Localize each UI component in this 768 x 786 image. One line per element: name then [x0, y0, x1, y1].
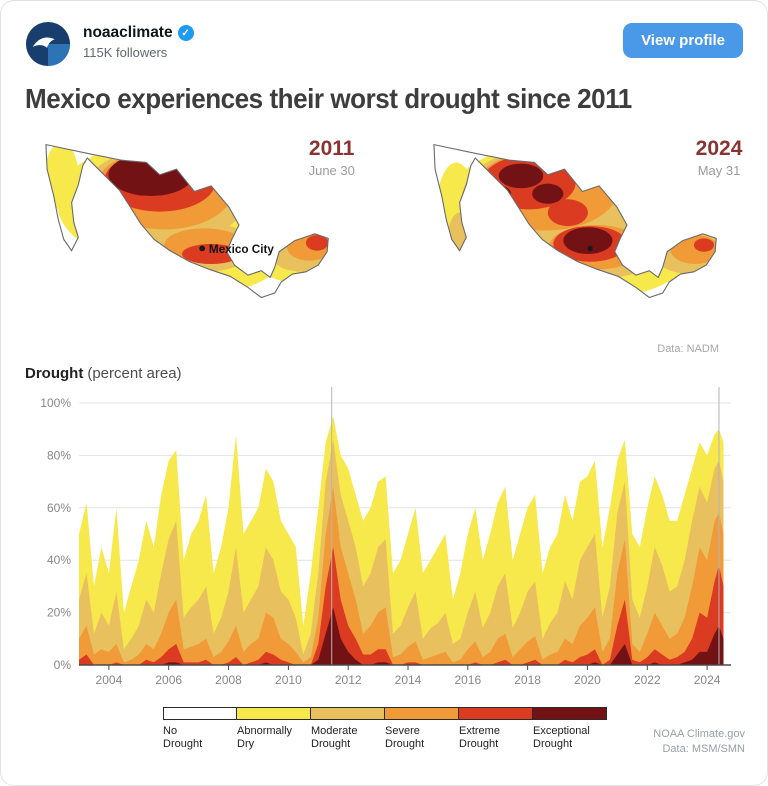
- maps-row: Mexico City: [25, 129, 745, 341]
- mexico-map-2011: Mexico City: [45, 143, 329, 299]
- legend-row: No Drought Abnormally Dry Moderate Droug…: [25, 707, 745, 755]
- legend-item-extreme-drought: Extreme Drought: [458, 707, 533, 751]
- legend-swatch: [532, 707, 607, 720]
- noaa-logo-avatar[interactable]: [25, 21, 71, 67]
- map-date-label-2011: 2011 June 30: [309, 137, 355, 178]
- drought-infographic: Mexico experiences their worst drought s…: [25, 81, 745, 755]
- svg-text:60%: 60%: [47, 501, 71, 515]
- mexico-city-dot: [587, 245, 593, 252]
- map-date-2024: May 31: [697, 163, 741, 178]
- mexico-city-dot: [199, 245, 206, 252]
- drought-percent-area-chart: 0% 20% 40% 60% 80% 100% 2004 2006 2008 2010 2012 20…: [40, 387, 731, 687]
- legend-item-exceptional-drought: Exceptional Drought: [532, 707, 607, 751]
- svg-text:2010: 2010: [275, 673, 302, 687]
- verified-badge-icon: ✓: [177, 25, 194, 41]
- svg-text:2024: 2024: [694, 673, 721, 687]
- svg-text:2006: 2006: [155, 673, 182, 687]
- legend-item-severe-drought: Severe Drought: [384, 707, 459, 751]
- legend-swatch: [458, 707, 533, 720]
- chart-axis-title-bold: Drought: [25, 365, 84, 382]
- svg-text:2014: 2014: [395, 673, 422, 687]
- svg-text:100%: 100%: [40, 396, 71, 410]
- map-date-2011: June 30: [308, 163, 355, 178]
- noaa-logo-icon: [25, 21, 71, 67]
- svg-text:80%: 80%: [47, 448, 71, 462]
- svg-text:2022: 2022: [634, 673, 661, 687]
- svg-text:2004: 2004: [96, 673, 123, 687]
- chart-axis-title: Drought (percent area): [25, 365, 745, 385]
- mexico-map-2024: [433, 143, 717, 299]
- svg-text:2018: 2018: [514, 673, 541, 687]
- svg-text:2020: 2020: [574, 673, 601, 687]
- svg-text:2016: 2016: [454, 673, 481, 687]
- svg-text:2008: 2008: [215, 673, 242, 687]
- legend-swatch: [310, 707, 385, 720]
- legend-swatch: [236, 707, 311, 720]
- legend-swatch: [384, 707, 459, 720]
- chart-axis-title-rest: (percent area): [87, 365, 182, 382]
- legend-item-moderate-drought: Moderate Drought: [310, 707, 385, 751]
- mexico-city-label: Mexico City: [209, 243, 275, 256]
- map-date-label-2024: 2024 May 31: [696, 137, 743, 178]
- account-info: noaaclimate ✓ 115K followers: [83, 21, 623, 60]
- svg-text:20%: 20%: [47, 606, 71, 620]
- svg-text:2012: 2012: [335, 673, 362, 687]
- map-source-note: Data: NADM: [657, 343, 719, 355]
- infographic-title: Mexico experiences their worst drought s…: [25, 83, 632, 114]
- post-header: noaaclimate ✓ 115K followers View profil…: [25, 21, 743, 67]
- account-name[interactable]: noaaclimate: [83, 24, 173, 41]
- drought-legend: No Drought Abnormally Dry Moderate Droug…: [25, 707, 745, 751]
- map-year-2024: 2024: [695, 137, 743, 160]
- followers-count: 115K followers: [83, 45, 168, 60]
- attribution: NOAA Climate.gov Data: MSM/SMN: [653, 728, 745, 756]
- view-profile-button[interactable]: View profile: [623, 23, 743, 58]
- legend-item-no-drought: No Drought: [163, 707, 237, 751]
- svg-text:40%: 40%: [47, 553, 71, 567]
- svg-text:0%: 0%: [54, 658, 72, 672]
- legend-item-abnormally-dry: Abnormally Dry: [236, 707, 311, 751]
- legend-swatch: [163, 707, 237, 720]
- map-year-2011: 2011: [308, 137, 355, 160]
